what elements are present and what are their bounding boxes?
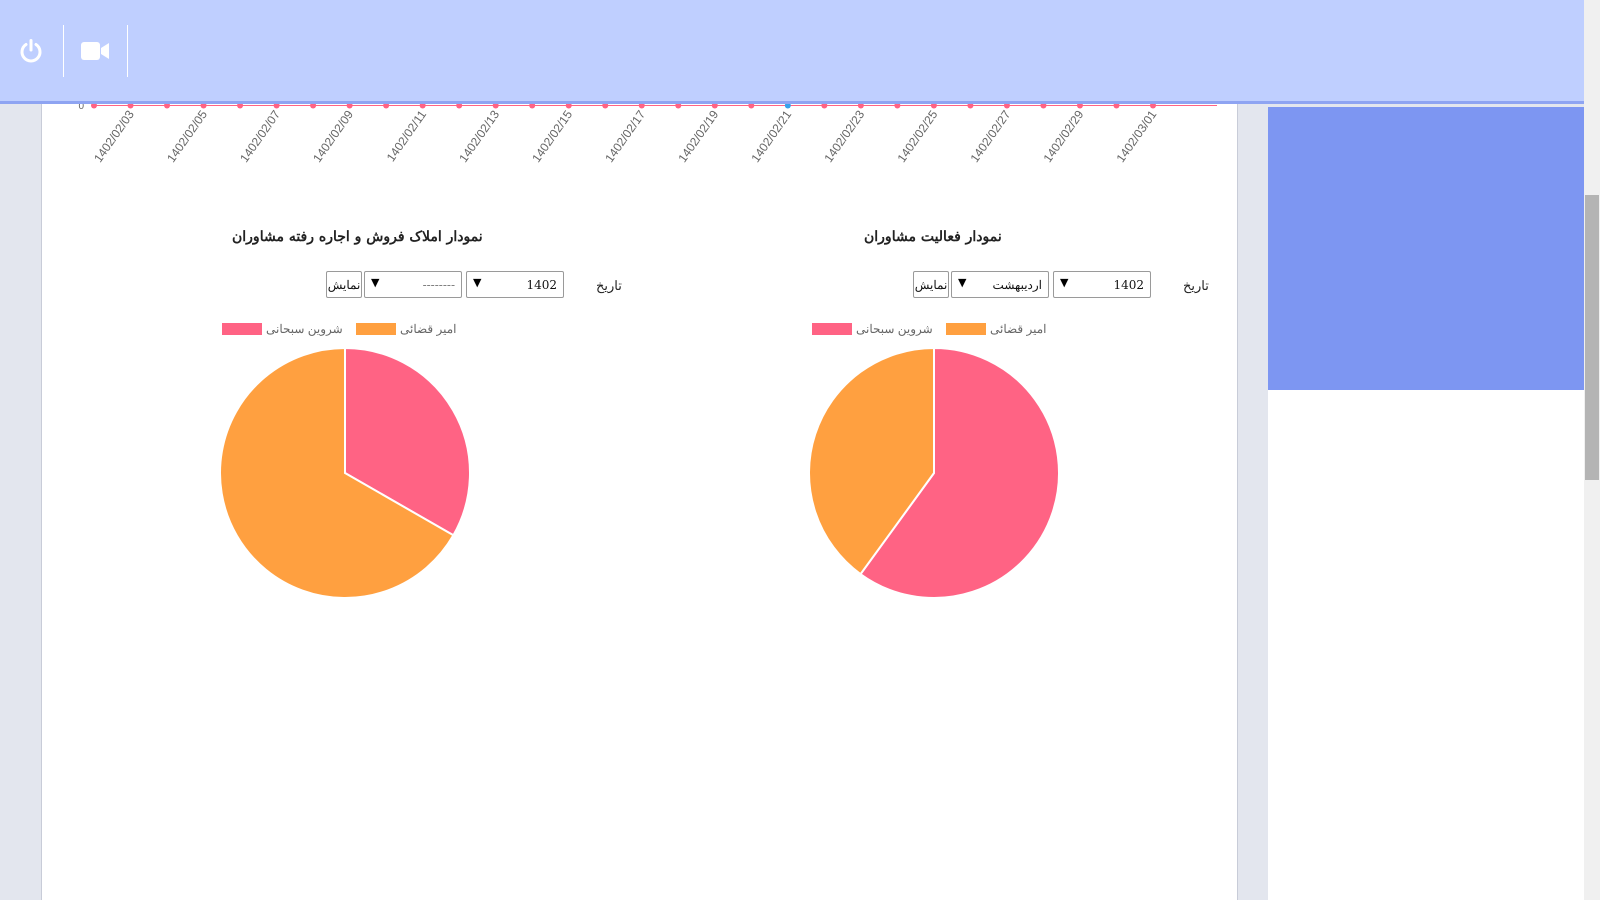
pie-slice[interactable] <box>219 346 455 599</box>
sales-year-select[interactable]: 1402 ▼ <box>466 271 564 298</box>
toolbar-divider <box>127 25 128 77</box>
x-tick-label: 1402/02/11 <box>384 107 430 164</box>
line-point[interactable] <box>456 104 463 109</box>
x-tick-label: 1402/02/17 <box>602 107 648 164</box>
x-tick-label: 1402/02/27 <box>967 107 1013 164</box>
activity-month-select[interactable]: اردیبهشت ▼ <box>951 271 1049 298</box>
pie-slice[interactable] <box>859 346 1060 599</box>
activity-year-value: 1402 <box>1113 277 1144 292</box>
line-point[interactable] <box>1076 104 1083 109</box>
x-tick-label: 1402/02/29 <box>1041 107 1087 164</box>
top-navbar <box>0 0 1584 104</box>
line-point[interactable] <box>894 104 901 109</box>
sales-show-button[interactable]: نمایش <box>326 271 362 298</box>
line-point[interactable] <box>565 104 572 109</box>
activity-show-button[interactable]: نمایش <box>913 271 949 298</box>
line-point[interactable] <box>930 104 937 109</box>
line-point[interactable] <box>91 104 97 109</box>
line-point[interactable] <box>1113 104 1120 109</box>
power-icon <box>20 39 42 63</box>
activity-legend: شروین سبحانی امیر قضائی <box>812 322 1052 336</box>
y-tick-label: 0 <box>78 104 84 112</box>
legend-swatch-sobhani <box>812 323 852 335</box>
x-tick-label: 1402/02/13 <box>456 107 502 164</box>
scrollbar-thumb[interactable] <box>1585 195 1599 480</box>
activity-pie-chart <box>808 346 1060 599</box>
legend-label-ghazaei: امیر قضائی <box>990 322 1047 336</box>
activity-chart-title: نمودار فعالیت مشاوران <box>864 229 1002 245</box>
legend-label-sobhani: شروین سبحانی <box>856 322 933 336</box>
toolbar-divider <box>63 25 64 77</box>
sales-month-value: -------- <box>422 277 455 292</box>
line-point[interactable] <box>821 104 828 109</box>
line-point[interactable] <box>200 104 207 109</box>
line-point[interactable] <box>857 104 864 109</box>
x-tick-label: 1402/02/07 <box>237 107 283 164</box>
line-chart: 0 1402/02/03 1402/02/05 1402/02/07 1402/02/… <box>78 104 1217 165</box>
chevron-down-icon: ▼ <box>1060 276 1069 289</box>
legend-swatch-sobhani <box>222 323 262 335</box>
right-accent-block <box>1268 107 1584 390</box>
line-point[interactable] <box>967 104 974 109</box>
chevron-down-icon: ▼ <box>958 276 967 289</box>
legend-swatch-ghazaei <box>356 323 396 335</box>
legend-swatch-ghazaei <box>946 323 986 335</box>
sales-chart-title: نمودار املاک فروش و اجاره رفته مشاوران <box>232 229 483 245</box>
x-tick-label: 1402/02/23 <box>821 107 867 164</box>
activity-date-label: تاریخ <box>1183 279 1209 294</box>
line-point[interactable] <box>346 104 353 109</box>
line-point[interactable] <box>164 104 171 109</box>
activity-month-value: اردیبهشت <box>992 277 1042 292</box>
x-tick-label: 1402/02/15 <box>529 107 575 164</box>
x-tick-label: 1402/02/25 <box>894 107 940 164</box>
line-point[interactable] <box>492 104 499 109</box>
line-point[interactable] <box>1040 104 1047 109</box>
x-tick-label: 1402/03/01 <box>1114 107 1160 164</box>
chevron-down-icon: ▼ <box>473 276 482 289</box>
chevron-down-icon: ▼ <box>371 276 380 289</box>
video-camera-icon <box>81 42 109 60</box>
line-point[interactable] <box>675 104 682 109</box>
line-point[interactable] <box>310 104 317 109</box>
pie-slice[interactable] <box>808 346 935 576</box>
dashboard-content: 0 1402/02/03 1402/02/05 1402/02/07 1402/02/… <box>41 104 1238 900</box>
x-tick-label: 1402/02/21 <box>748 107 794 164</box>
line-point[interactable] <box>273 104 280 109</box>
x-tick-label: 1402/02/09 <box>310 107 356 164</box>
page-scrollbar[interactable] <box>1584 0 1600 900</box>
video-button[interactable] <box>64 25 126 77</box>
legend-label-sobhani: شروین سبحانی <box>266 322 343 336</box>
sales-legend: شروین سبحانی امیر قضائی <box>222 322 462 336</box>
sales-pie-chart <box>219 346 471 599</box>
x-tick-label: 1402/02/03 <box>91 107 137 164</box>
sales-year-value: 1402 <box>526 277 557 292</box>
line-point[interactable] <box>638 104 645 109</box>
line-point[interactable] <box>1150 104 1156 109</box>
line-point[interactable] <box>237 104 244 109</box>
line-point[interactable] <box>127 104 134 109</box>
line-point[interactable] <box>784 104 791 109</box>
sales-month-select[interactable]: -------- ▼ <box>364 271 462 298</box>
line-point[interactable] <box>748 104 755 109</box>
line-point[interactable] <box>529 104 536 109</box>
line-point[interactable] <box>419 104 426 109</box>
activity-year-select[interactable]: 1402 ▼ <box>1053 271 1151 298</box>
power-button[interactable] <box>0 25 62 77</box>
pie-slice[interactable] <box>344 346 471 537</box>
line-point[interactable] <box>602 104 609 109</box>
x-tick-label: 1402/02/05 <box>164 107 210 164</box>
line-point[interactable] <box>711 104 718 109</box>
line-point[interactable] <box>1003 104 1010 109</box>
line-point[interactable] <box>383 104 390 109</box>
x-tick-label: 1402/02/19 <box>675 107 721 164</box>
right-panel <box>1268 107 1584 900</box>
sales-date-label: تاریخ <box>596 279 622 294</box>
legend-label-ghazaei: امیر قضائی <box>400 322 457 336</box>
